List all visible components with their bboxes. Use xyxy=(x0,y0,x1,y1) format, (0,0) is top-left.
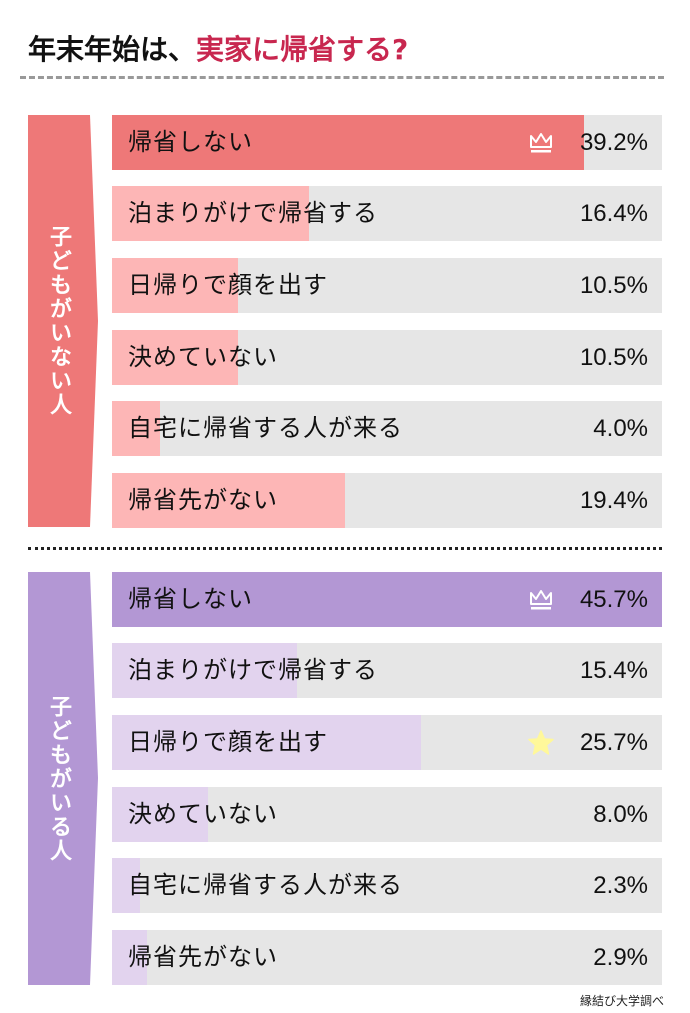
bar-fill xyxy=(112,643,298,698)
bar-row: 決めていない 8.0% xyxy=(112,787,662,842)
bar-value: 15.4% xyxy=(579,657,648,684)
group-separator xyxy=(28,547,662,550)
bar-row: 日帰りで顔を出す 25.7% xyxy=(112,715,662,770)
title-highlight: 実家に帰省する? xyxy=(196,33,409,66)
bar-value: 10.5% xyxy=(579,272,648,299)
star-icon xyxy=(528,730,554,755)
bar-value: 8.0% xyxy=(593,801,648,828)
bar-row: 決めていない 10.5% xyxy=(112,330,662,385)
bar-label: 泊まりがけで帰省する xyxy=(128,656,378,684)
group-label: 子どもがいない人 xyxy=(46,225,71,417)
bar-value: 16.4% xyxy=(579,200,648,227)
bar-value: 45.7% xyxy=(579,586,648,613)
crown-icon xyxy=(530,133,552,153)
bar-label: 帰省しない xyxy=(128,128,253,156)
bar-row: 帰省しない 39.2% xyxy=(112,115,662,170)
bar-value: 2.9% xyxy=(593,944,648,971)
bar-row: 泊まりがけで帰省する 15.4% xyxy=(112,643,662,698)
bar-fill xyxy=(112,186,310,241)
bar-row: 帰省先がない 19.4% xyxy=(112,473,662,528)
bar-row: 帰省しない 45.7% xyxy=(112,572,662,627)
bar-label: 帰省先がない xyxy=(128,943,278,971)
bar-value: 19.4% xyxy=(579,487,648,514)
bar-fill xyxy=(112,787,209,842)
bar-fill xyxy=(112,858,140,913)
group-label: 子どもがいる人 xyxy=(46,694,71,863)
bar-row: 泊まりがけで帰省する 16.4% xyxy=(112,186,662,241)
bar-fill xyxy=(112,572,662,627)
bar-row: 帰省先がない 2.9% xyxy=(112,930,662,985)
source-credit: 縁結び大学調べ xyxy=(579,994,664,1008)
group-with-children: 子どもがいる人 帰省しない 45.7% 泊まりがけで帰省する 15.4% 日帰りで顔を出… xyxy=(0,572,690,985)
bar-fill xyxy=(112,258,239,313)
bar-row: 自宅に帰省する人が来る 4.0% xyxy=(112,401,662,456)
group-no-children: 子どもがいない人 帰省しない 39.2% 泊まりがけで帰省する 16.4% 日帰りで顔を… xyxy=(0,115,690,528)
bar-value: 25.7% xyxy=(579,729,648,756)
bar-value: 39.2% xyxy=(579,129,648,156)
bar-label: 日帰りで顔を出す xyxy=(128,728,328,756)
chevron-panel-shape xyxy=(28,572,98,985)
bar-row: 自宅に帰省する人が来る 2.3% xyxy=(112,858,662,913)
bar-value: 10.5% xyxy=(579,344,648,371)
bar-label: 自宅に帰省する人が来る xyxy=(128,871,403,899)
bar-label: 自宅に帰省する人が来る xyxy=(128,414,403,442)
bar-fill xyxy=(112,930,147,985)
bar-label: 帰省先がない xyxy=(128,486,278,514)
crown-icon xyxy=(530,590,552,610)
chevron-panel-shape xyxy=(28,115,98,527)
bar-label: 帰省しない xyxy=(128,585,253,613)
bar-row: 日帰りで顔を出す 10.5% xyxy=(112,258,662,313)
title-prefix: 年末年始は、 xyxy=(28,33,197,66)
bar-label: 日帰りで顔を出す xyxy=(128,271,328,299)
bar-fill xyxy=(112,473,346,528)
bar-fill xyxy=(112,715,422,770)
bar-value: 4.0% xyxy=(593,415,648,442)
bar-value: 2.3% xyxy=(593,872,648,899)
bar-label: 決めていない xyxy=(128,800,278,828)
bar-fill xyxy=(112,330,239,385)
page-title: 年末年始は、実家に帰省する? xyxy=(28,28,408,68)
group-label-panel: 子どもがいない人 xyxy=(28,115,100,527)
bar-label: 泊まりがけで帰省する xyxy=(128,199,378,227)
bar-label: 決めていない xyxy=(128,343,278,371)
bar-fill xyxy=(112,115,584,170)
group-label-panel: 子どもがいる人 xyxy=(28,572,100,985)
bar-fill xyxy=(112,401,161,456)
title-divider xyxy=(20,76,664,79)
